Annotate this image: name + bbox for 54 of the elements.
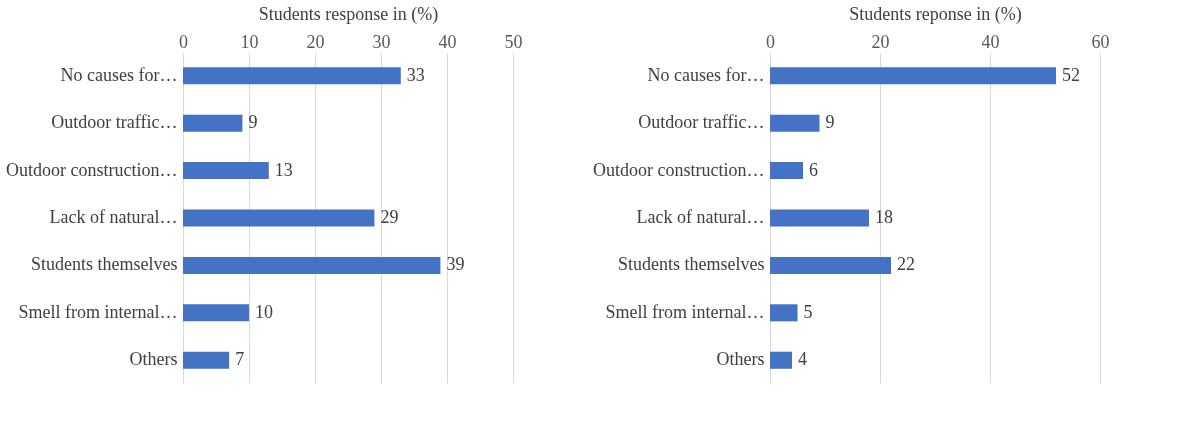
y-tick-label: Students themselves (618, 254, 765, 275)
data-label: 9 (825, 112, 835, 133)
data-label: 5 (803, 301, 813, 322)
x-tick-label: 0 (179, 31, 188, 52)
y-tick-label: Outdoor traffic… (638, 112, 765, 133)
y-tick-label: Others (129, 349, 178, 370)
bar (183, 304, 249, 322)
bar (183, 351, 230, 369)
y-tick-label: Smell from internal… (605, 301, 765, 322)
bar (770, 162, 803, 180)
bar (183, 209, 375, 227)
bar (183, 162, 269, 180)
y-tick-label: Outdoor construction… (593, 159, 765, 180)
x-tick-label: 40 (981, 31, 1000, 52)
data-label: 33 (406, 64, 425, 85)
x-tick-label: 0 (766, 31, 775, 52)
y-tick-label: Lack of natural… (636, 207, 765, 227)
y-tick-label: Outdoor construction… (6, 159, 178, 180)
y-tick-label: Lack of natural… (49, 207, 178, 227)
data-label: 22 (897, 254, 915, 275)
bar (770, 304, 798, 322)
x-tick-label: 20 (306, 31, 325, 52)
y-tick-label: Others (716, 349, 765, 370)
x-tick-label: 20 (871, 31, 890, 52)
x-tick-label: 30 (372, 31, 391, 52)
x-tick-label: 10 (240, 31, 259, 52)
data-label: 6 (809, 159, 818, 180)
y-tick-label: No causes for… (647, 64, 765, 85)
y-tick-label: Smell from internal… (18, 301, 178, 322)
data-label: 29 (380, 207, 399, 227)
bar (183, 114, 243, 132)
bar (183, 67, 401, 85)
y-tick-label: Outdoor traffic… (51, 112, 178, 133)
y-tick-label: Students themselves (31, 254, 178, 275)
y-tick-label: No causes for… (60, 64, 178, 85)
x-tick-label: 50 (504, 31, 523, 52)
bar (770, 114, 820, 132)
x-axis-title: Students response in (%) (258, 3, 439, 25)
x-axis-title: Students reponse in (%) (849, 3, 1022, 25)
data-label: 39 (446, 254, 465, 275)
bar (770, 351, 792, 369)
data-label: 52 (1062, 64, 1080, 85)
bar (770, 209, 869, 227)
data-label: 18 (875, 207, 893, 227)
x-tick-label: 60 (1091, 31, 1110, 52)
data-label: 13 (274, 159, 293, 180)
bar (770, 256, 891, 274)
data-label: 7 (235, 349, 245, 370)
data-label: 4 (798, 349, 807, 370)
bar (183, 256, 441, 274)
bar (770, 67, 1056, 85)
data-label: 10 (255, 301, 273, 322)
data-label: 9 (248, 112, 258, 133)
x-tick-label: 40 (438, 31, 457, 52)
